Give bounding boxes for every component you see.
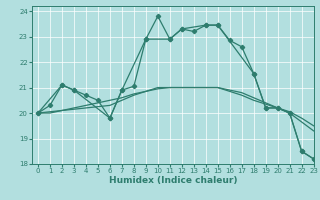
X-axis label: Humidex (Indice chaleur): Humidex (Indice chaleur) — [108, 176, 237, 185]
